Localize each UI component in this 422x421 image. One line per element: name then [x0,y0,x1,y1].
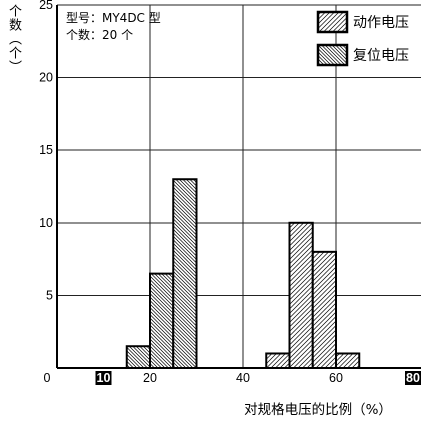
release-voltage-bar [125,345,151,370]
axes [56,5,421,369]
operate-voltage-bar [311,250,337,369]
legend-swatch-release-voltage [316,43,349,67]
sample-count-annotation: 个数：20 个 [66,27,133,42]
operate-voltage-bar [288,221,314,369]
x-tick-label: 80 [406,371,420,385]
release-voltage-bar [172,178,198,369]
annotations: 型号：MY4DC 型 个数：20 个 [66,11,161,42]
model-annotation: 型号：MY4DC 型 [66,11,161,25]
x-tick-label: 10 [97,371,111,385]
x-axis-label: 对规格电压的比例（%） [244,402,392,418]
legend-label-release-voltage: 复位电压 [353,47,409,64]
legend-label-operate-voltage: 动作电压 [353,15,409,31]
release-voltage-bar [149,272,175,369]
x-tick-label: 60 [329,371,343,385]
y-tick-label: 15 [39,143,53,157]
y-tick-label: 10 [39,216,53,230]
x-tick-label: 20 [143,371,157,385]
x-tick-label: 0 [44,371,51,385]
legend-swatch-operate-voltage [316,10,349,34]
operate-voltage-bar [265,352,291,370]
y-tick-label: 5 [46,288,53,302]
tick-labels: 5 10 15 20 25 0 10 20 40 60 80 [39,0,421,385]
x-tick-label: 40 [236,371,250,385]
y-tick-label: 25 [39,0,53,12]
y-tick-label: 20 [39,71,53,85]
y-axis-label: 个数（个） [6,4,21,74]
x-tick-highlight [405,371,421,385]
x-tick-highlight [95,371,112,385]
gridlines [57,4,421,368]
operate-voltage-bar [335,352,361,370]
legend: 动作电压 复位电压 [316,10,409,67]
